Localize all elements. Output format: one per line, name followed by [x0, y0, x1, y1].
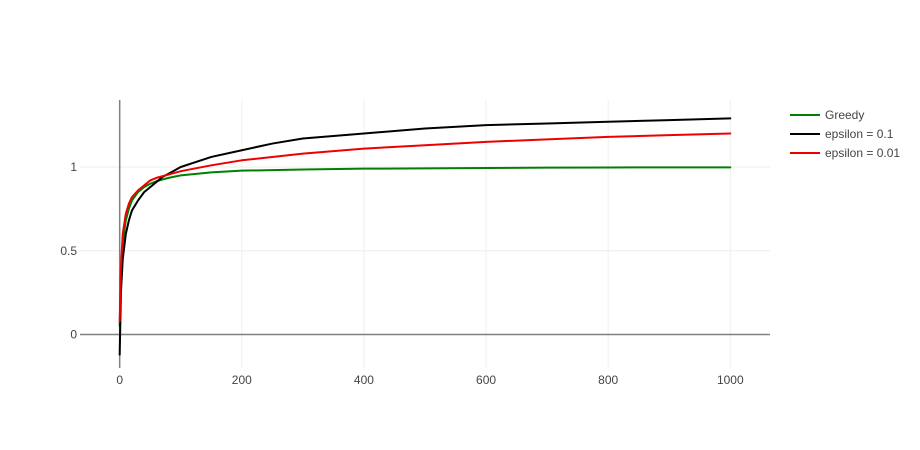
x-tick-label: 400 [354, 373, 374, 387]
series-layer [118, 117, 732, 356]
series-line [118, 132, 732, 323]
axis-layer [80, 100, 770, 368]
legend-item[interactable]: epsilon = 0.01 [790, 146, 900, 160]
x-tick-label: 200 [232, 373, 252, 387]
legend[interactable]: Greedy epsilon = 0.1 epsilon = 0.01 [790, 108, 900, 160]
series-line [118, 117, 732, 356]
x-tick-label: 600 [476, 373, 496, 387]
legend-item[interactable]: Greedy [790, 108, 864, 122]
y-tick-label: 0 [70, 328, 77, 342]
grid-layer [80, 100, 770, 368]
series-line [118, 166, 732, 328]
y-tick-label: 1 [70, 160, 77, 174]
x-tick-label: 1000 [717, 373, 744, 387]
y-tick-labels: 00.51 [60, 160, 77, 342]
legend-item[interactable]: epsilon = 0.1 [790, 127, 894, 141]
x-tick-label: 0 [116, 373, 123, 387]
legend-label: Greedy [825, 108, 864, 122]
legend-label: epsilon = 0.1 [825, 127, 894, 141]
x-tick-labels: 0 200 400 600 800 1000 [116, 373, 744, 387]
x-tick-label: 800 [598, 373, 618, 387]
legend-label: epsilon = 0.01 [825, 146, 900, 160]
y-tick-label: 0.5 [60, 244, 77, 258]
